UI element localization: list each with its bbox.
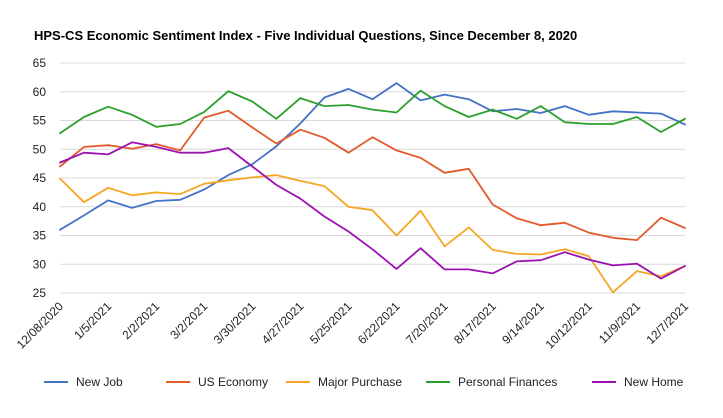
legend-label-major-purchase: Major Purchase: [318, 375, 402, 389]
y-tick-label: 30: [33, 257, 47, 271]
x-tick-label: 6/22/2021: [355, 299, 403, 347]
chart-title: HPS-CS Economic Sentiment Index - Five I…: [34, 28, 577, 43]
x-tick-label: 7/20/2021: [403, 299, 451, 347]
series-lines: [59, 82, 686, 294]
series-line-new-job: [59, 82, 686, 231]
legend-label-us-economy: US Economy: [198, 375, 268, 389]
legend-label-personal-finances: Personal Finances: [458, 375, 557, 389]
legend-label-new-job: New Job: [76, 375, 123, 389]
legend-label-new-home: New Home: [624, 375, 684, 389]
x-tick-label: 12/08/2020: [14, 299, 67, 352]
x-tick-label: 4/27/2021: [259, 299, 307, 347]
series-line-new-home: [59, 141, 686, 280]
x-tick-label: 2/2/2021: [119, 299, 162, 342]
y-tick-label: 35: [33, 229, 47, 243]
x-tick-label: 12/7/2021: [643, 299, 691, 347]
y-tick-label: 55: [33, 114, 47, 128]
x-tick-label: 3/30/2021: [211, 299, 259, 347]
series-line-us-economy: [59, 109, 686, 242]
series-line-personal-finances: [59, 89, 686, 135]
x-tick-label: 1/5/2021: [71, 299, 114, 342]
x-tick-label: 11/9/2021: [596, 299, 643, 346]
x-tick-label: 3/2/2021: [167, 299, 210, 342]
y-tick-label: 50: [33, 142, 47, 156]
y-axis-tick-labels: 25 30 35 40 45 50 55 60 65: [33, 56, 47, 300]
y-tick-label: 25: [33, 286, 47, 300]
x-tick-label: 10/12/2021: [543, 299, 596, 352]
x-axis-tick-labels: 12/08/2020 1/5/2021 2/2/2021 3/2/2021 3/30/2…: [14, 299, 692, 352]
y-tick-label: 45: [33, 171, 47, 185]
x-tick-label: 8/17/2021: [451, 299, 499, 347]
y-tick-label: 60: [33, 85, 47, 99]
legend: New Job US Economy Major Purchase Personal …: [44, 375, 684, 389]
x-tick-label: 9/14/2021: [499, 299, 547, 347]
y-tick-label: 65: [33, 56, 47, 70]
y-tick-label: 40: [33, 200, 47, 214]
x-tick-label: 5/25/2021: [307, 299, 355, 347]
series-line-major-purchase: [59, 174, 686, 294]
